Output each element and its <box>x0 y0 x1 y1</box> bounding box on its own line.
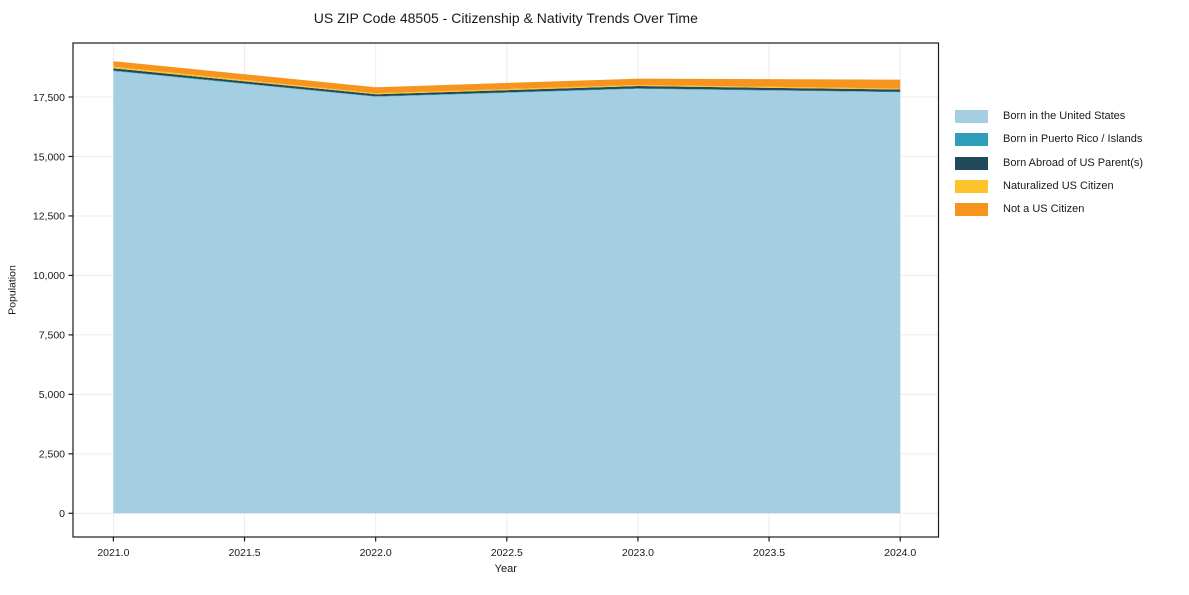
axis-layer: 0 2,500 5,000 7,500 10,000 12,500 15,000 17,500… <box>33 42 940 559</box>
legend-swatch <box>955 203 988 217</box>
y-tick-label: 17,500 <box>33 92 65 104</box>
legend-item-naturalized-us-citizen: Naturalized US Citizen <box>955 175 1143 198</box>
legend-swatch <box>955 110 988 124</box>
legend-item-not-a-us-citizen: Not a US Citizen <box>955 198 1143 221</box>
legend-swatch <box>955 180 988 194</box>
legend-label: Born in the United States <box>1003 110 1126 123</box>
y-axis-label: Population <box>7 265 19 315</box>
legend-item-born-in-puerto-rico-islands: Born in Puerto Rico / Islands <box>955 128 1143 151</box>
legend-label: Born in Puerto Rico / Islands <box>1003 133 1143 146</box>
plot-border <box>72 42 940 538</box>
y-tick-label: 12,500 <box>33 211 65 223</box>
area-naturalized-us-citizen <box>113 66 901 95</box>
legend-item-born-abroad-of-us-parent-s: Born Abroad of US Parent(s) <box>955 152 1143 175</box>
y-tick-label: 5,000 <box>39 389 65 401</box>
area-born-in-puerto-rico-islands <box>113 70 901 97</box>
y-tick-label: 2,500 <box>39 449 65 461</box>
legend-label: Naturalized US Citizen <box>1003 180 1114 193</box>
legend-swatch <box>955 156 988 170</box>
x-tick-label: 2021.5 <box>228 547 260 559</box>
x-tick-label: 2022.0 <box>360 547 392 559</box>
x-tick-label: 2021.0 <box>97 547 129 559</box>
x-tick-label: 2023.5 <box>753 547 785 559</box>
y-tick-label: 0 <box>59 508 65 520</box>
legend-label: Not a US Citizen <box>1003 203 1085 216</box>
legend-swatch <box>955 133 988 147</box>
legend-item-born-in-the-united-states: Born in the United States <box>955 105 1143 128</box>
y-tick-label: 7,500 <box>39 330 65 342</box>
x-tick-label: 2024.0 <box>884 547 916 559</box>
y-tick-label: 15,000 <box>33 151 65 163</box>
chart-title: US ZIP Code 48505 - Citizenship & Nativi… <box>314 10 698 26</box>
x-tick-label: 2022.5 <box>491 547 523 559</box>
x-axis-label: Year <box>495 563 518 575</box>
area-born-abroad-of-us-parent-s <box>113 68 901 97</box>
area-born-in-the-united-states <box>113 71 901 514</box>
area-not-a-us-citizen <box>113 61 901 94</box>
x-tick-label: 2023.0 <box>622 547 654 559</box>
area-layer <box>113 61 901 514</box>
y-tick-label: 10,000 <box>33 270 65 282</box>
legend-label: Born Abroad of US Parent(s) <box>1003 156 1144 169</box>
chart-legend: Born in the United States Born in Puerto … <box>955 105 1143 221</box>
